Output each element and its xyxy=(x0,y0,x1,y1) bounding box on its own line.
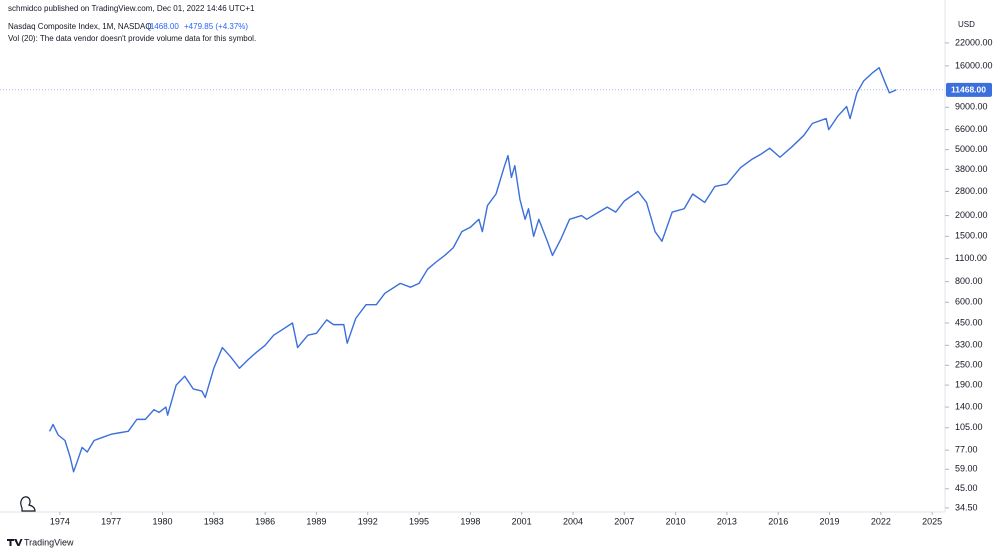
x-tick-label: 2010 xyxy=(666,516,686,526)
x-tick-label: 1992 xyxy=(358,516,378,526)
x-tick-label: 2001 xyxy=(512,516,532,526)
y-tick-label: 16000.00 xyxy=(955,60,993,70)
y-tick-label: 6600.00 xyxy=(955,124,988,134)
x-tick-label: 1977 xyxy=(101,516,121,526)
currency: USD xyxy=(958,20,975,29)
last-value: 11468.00 xyxy=(146,22,179,31)
y-tick-label: 59.00 xyxy=(955,464,978,474)
price-line xyxy=(48,67,897,473)
x-tick-label: 1998 xyxy=(460,516,480,526)
y-tick-label: 800.00 xyxy=(955,276,983,286)
y-tick-label: 1500.00 xyxy=(955,231,988,241)
last-price-box xyxy=(946,82,992,97)
x-tick-label: 1980 xyxy=(152,516,172,526)
y-tick-label: 34.50 xyxy=(955,502,978,512)
x-tick-label: 2013 xyxy=(717,516,737,526)
x-tick-label: 2019 xyxy=(820,516,840,526)
x-tick-label: 1995 xyxy=(409,516,429,526)
brand: TradingView xyxy=(24,537,74,547)
x-tick-label: 2025 xyxy=(922,516,942,526)
x-tick-label: 2004 xyxy=(563,516,583,526)
y-tick-label: 77.00 xyxy=(955,444,978,454)
x-tick-label: 1986 xyxy=(255,516,275,526)
y-tick-label: 330.00 xyxy=(955,340,983,350)
x-tick-label: 1974 xyxy=(50,516,70,526)
x-tick-label: 1989 xyxy=(306,516,326,526)
y-tick-label: 45.00 xyxy=(955,483,978,493)
y-tick-label: 2800.00 xyxy=(955,186,988,196)
y-tick-label: 450.00 xyxy=(955,317,983,327)
x-tick-label: 2007 xyxy=(614,516,634,526)
publisher: schmidco published on TradingView.com, D… xyxy=(8,4,255,13)
y-tick-label: 1100.00 xyxy=(955,253,987,263)
y-tick-label: 250.00 xyxy=(955,360,983,370)
y-tick-label: 600.00 xyxy=(955,297,983,307)
y-tick-label: 3800.00 xyxy=(955,164,988,174)
y-tick-label: 22000.00 xyxy=(955,37,993,47)
chart-title: Nasdaq Composite Index, 1M, NASDAQ xyxy=(8,22,152,31)
x-tick-label: 2016 xyxy=(768,516,788,526)
volume-note: Vol (20): The data vendor doesn't provid… xyxy=(8,34,256,43)
y-tick-label: 2000.00 xyxy=(955,210,988,220)
last-price-label: 11468.00 xyxy=(951,85,986,95)
y-tick-label: 105.00 xyxy=(955,422,983,432)
x-tick-label: 1983 xyxy=(204,516,224,526)
y-tick-label: 190.00 xyxy=(955,379,983,389)
y-tick-label: 9000.00 xyxy=(955,102,988,112)
y-tick-label: 5000.00 xyxy=(955,144,988,154)
change: +479.85 (+4.37%) xyxy=(184,22,248,31)
brand-logo xyxy=(7,496,36,546)
x-tick-label: 2022 xyxy=(871,516,891,526)
y-tick-label: 140.00 xyxy=(955,401,983,411)
